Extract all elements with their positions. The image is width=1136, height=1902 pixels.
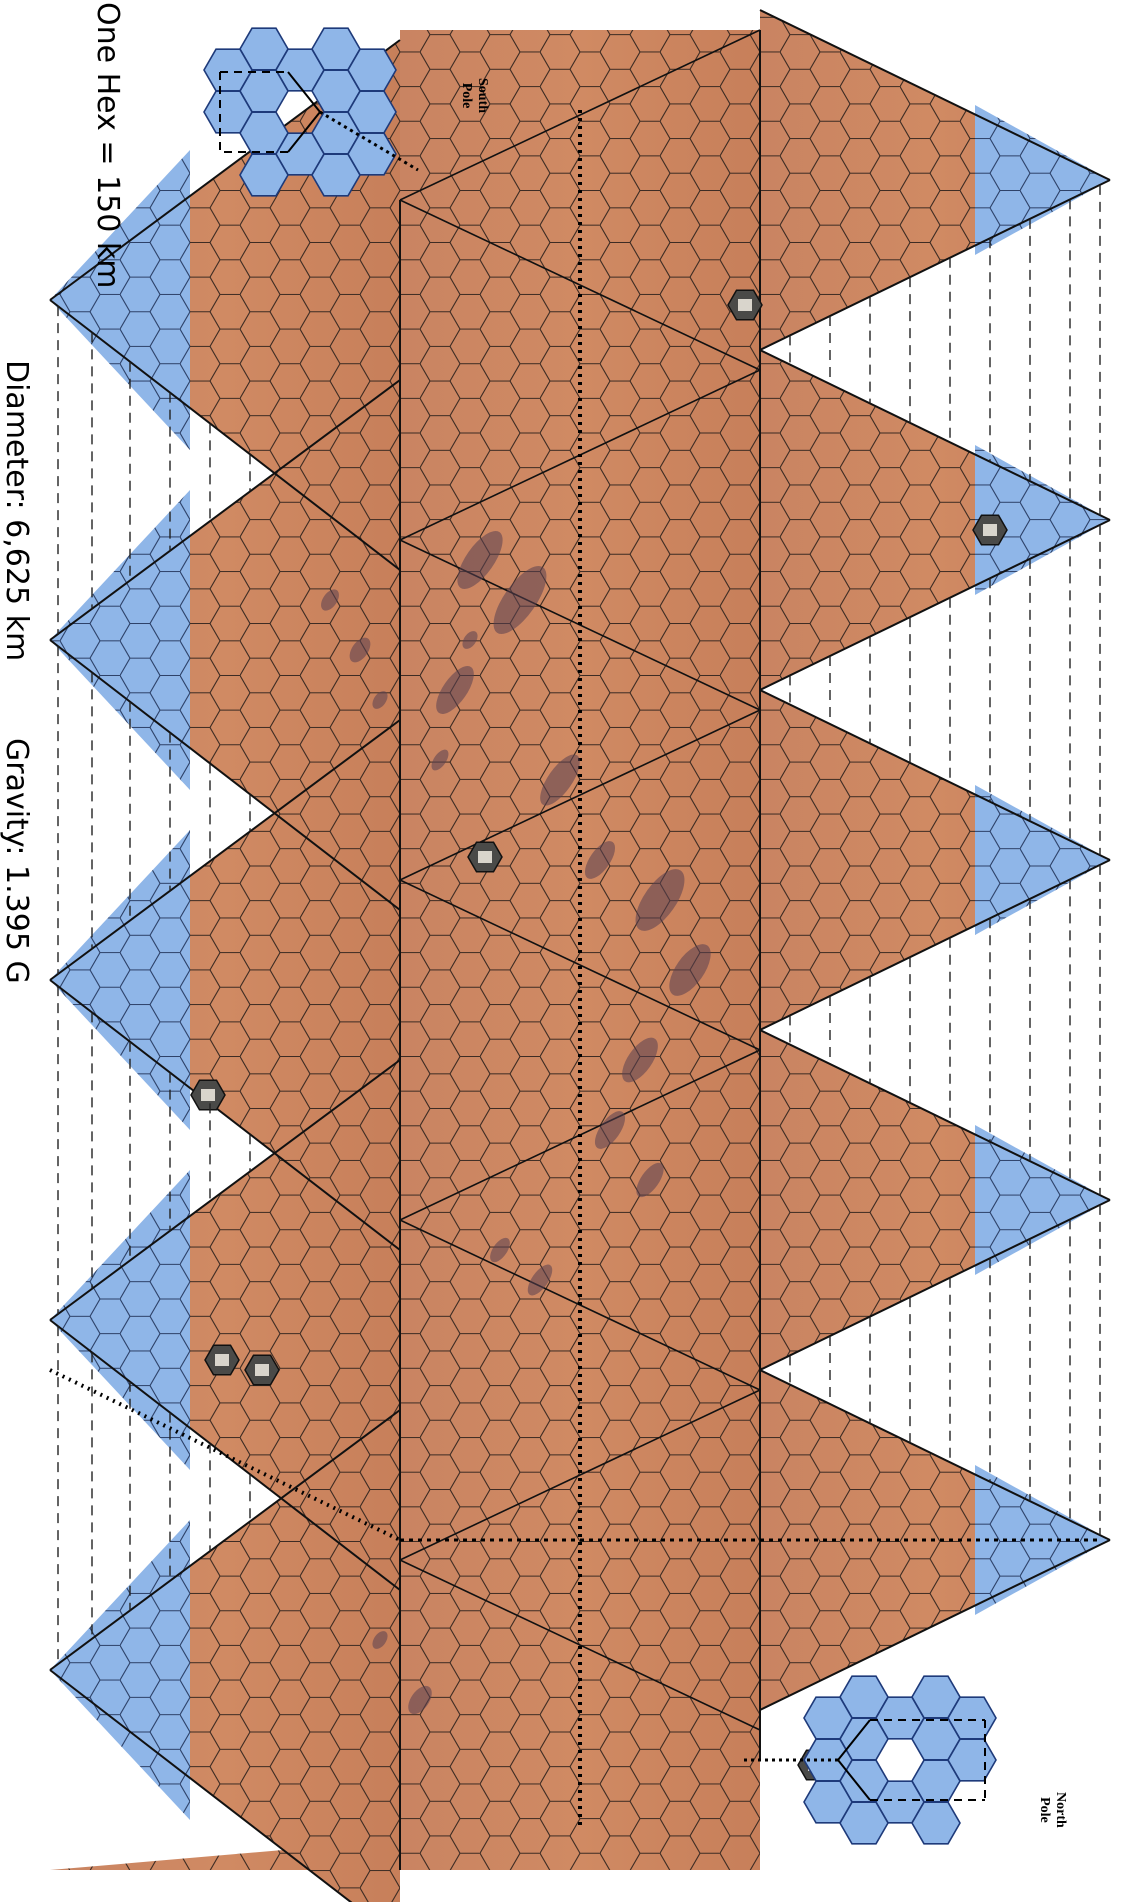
face-edge xyxy=(399,709,761,881)
settlement-icon xyxy=(727,289,763,321)
net-face-hexgrid xyxy=(50,380,400,910)
net-face-hexgrid xyxy=(760,10,1110,350)
dark-terrain-patch xyxy=(372,1631,388,1649)
face-edge xyxy=(49,1669,353,1902)
north-pole-label: North Pole xyxy=(1037,1792,1068,1828)
settlement-icon xyxy=(204,1344,240,1376)
face-edge xyxy=(759,519,1111,691)
face-edge xyxy=(49,1409,401,1671)
face-edge xyxy=(759,1539,1111,1711)
face-edge xyxy=(399,199,761,371)
face-edge xyxy=(759,9,1111,181)
dark-terrain-patch xyxy=(349,637,371,663)
face-edge xyxy=(759,179,1111,351)
south-ice-cap xyxy=(50,1520,190,1820)
settlement-icon xyxy=(467,841,503,873)
dark-terrain-patch xyxy=(372,691,388,709)
north-ice-cap xyxy=(975,445,1110,595)
net-face-hexgrid xyxy=(760,690,1110,1030)
polar-hex xyxy=(347,132,397,176)
south-pole-label: South Pole xyxy=(459,78,490,114)
face-edge xyxy=(49,719,401,981)
face-edge xyxy=(49,299,401,571)
net-face-hexgrid xyxy=(50,720,400,1250)
dark-terrain-patch xyxy=(436,666,474,714)
net-face-hexgrid xyxy=(50,1060,400,1590)
polar-hex xyxy=(239,153,289,197)
north-ice-cap xyxy=(975,105,1110,255)
icosahedron-net xyxy=(49,9,1111,1902)
gravity-label: Gravity: 1.395 G xyxy=(0,738,34,984)
dark-terrain-patch xyxy=(408,1685,432,1715)
polar-hex xyxy=(203,90,253,134)
settlement-icon xyxy=(972,514,1008,546)
face-edge xyxy=(759,859,1111,1031)
face-edge xyxy=(49,639,401,911)
dark-terrain-patch xyxy=(540,754,580,806)
dark-terrain-patch xyxy=(622,1037,658,1083)
south-ice-cap xyxy=(50,150,190,450)
face-edge xyxy=(399,29,761,201)
dark-terrain-patch xyxy=(493,565,547,635)
seam-serrated-edge xyxy=(49,1368,401,1542)
dark-terrain-patch xyxy=(462,631,478,649)
dark-terrain-patch xyxy=(457,531,503,589)
face-edge xyxy=(49,379,401,641)
dashed-fold-guides xyxy=(57,184,1101,1665)
net-face-hexgrid xyxy=(760,1030,1110,1370)
south-ice-cap xyxy=(50,1170,190,1470)
dark-terrain-patch xyxy=(584,841,616,879)
dark-terrain-patch xyxy=(635,869,685,931)
net-face-hexgrid xyxy=(50,1410,400,1902)
dark-terrain-patch xyxy=(490,1237,510,1263)
dark-terrain-patch xyxy=(594,1111,626,1149)
face-edge xyxy=(759,349,1111,521)
south-ice-cap xyxy=(50,490,190,790)
face-edge xyxy=(759,689,1111,861)
dark-terrain-patch xyxy=(431,749,449,771)
polar-hex xyxy=(911,1801,961,1845)
face-edge xyxy=(49,979,401,1251)
face-edge xyxy=(49,1059,401,1321)
south-pole-hex-cap-icon xyxy=(203,27,419,197)
north-pole-hex-cap-icon xyxy=(740,1675,997,1845)
dark-terrain-patch xyxy=(321,589,339,611)
scale-label: One Hex = 150 km xyxy=(90,2,125,289)
south-ice-cap xyxy=(50,830,190,1130)
face-edge xyxy=(759,1199,1111,1371)
face-edge xyxy=(759,1369,1111,1541)
face-edge xyxy=(399,879,761,1051)
face-edge xyxy=(399,1389,761,1561)
north-ice-cap xyxy=(975,785,1110,935)
net-face-hexgrid xyxy=(50,1840,400,1870)
settlement-icon xyxy=(244,1354,280,1386)
face-edge xyxy=(759,1029,1111,1201)
dark-terrain-patch xyxy=(527,1264,553,1296)
dark-terrain-patch xyxy=(636,1162,664,1198)
settlement-icon xyxy=(190,1079,226,1111)
face-edge xyxy=(49,1319,401,1591)
dark-terrain-patch xyxy=(669,944,711,996)
north-ice-cap xyxy=(975,1125,1110,1275)
diameter-label: Diameter: 6,625 km xyxy=(0,360,34,662)
face-edge xyxy=(399,1559,761,1731)
polar-hex xyxy=(803,1780,853,1824)
net-face-hexgrid xyxy=(760,350,1110,690)
